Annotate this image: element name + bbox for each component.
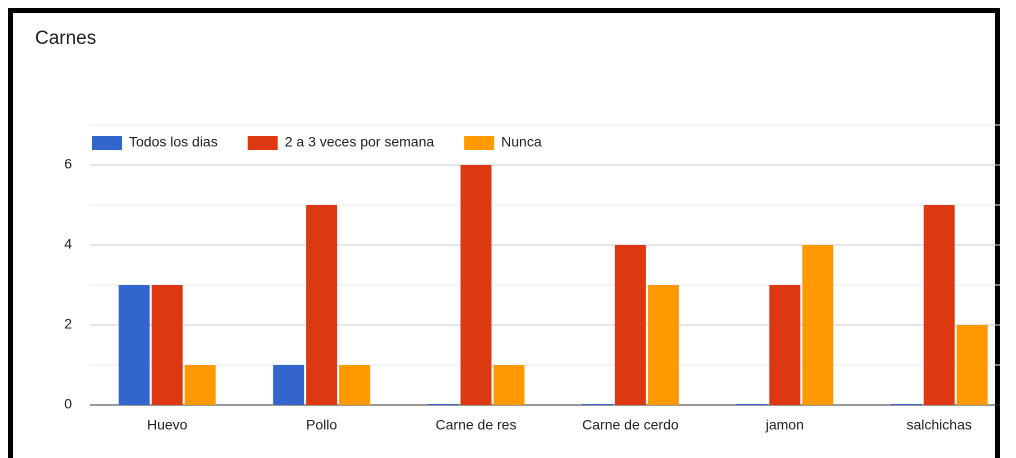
bar bbox=[614, 245, 646, 405]
bar bbox=[923, 205, 955, 405]
bar bbox=[802, 245, 834, 405]
bar bbox=[339, 365, 371, 405]
legend-swatch bbox=[92, 136, 122, 150]
bar bbox=[460, 165, 492, 405]
bar bbox=[151, 285, 183, 405]
legend-label: Todos los dias bbox=[129, 134, 218, 150]
bar bbox=[647, 285, 679, 405]
x-tick-label: salchichas bbox=[907, 417, 972, 433]
legend-swatch bbox=[464, 136, 495, 150]
y-tick-label: 0 bbox=[64, 396, 72, 412]
bar bbox=[956, 325, 988, 405]
bar bbox=[493, 365, 525, 405]
y-tick-label: 4 bbox=[64, 236, 72, 252]
bar bbox=[890, 404, 922, 405]
bar bbox=[306, 205, 338, 405]
x-tick-label: jamon bbox=[765, 417, 804, 433]
bar bbox=[769, 285, 801, 405]
legend-label: Nunca bbox=[501, 134, 542, 150]
bar bbox=[273, 365, 305, 405]
y-tick-label: 6 bbox=[64, 156, 72, 172]
x-tick-label: Carne de cerdo bbox=[582, 417, 679, 433]
legend-label: 2 a 3 veces por semana bbox=[285, 134, 435, 150]
bar bbox=[736, 404, 768, 405]
x-tick-label: Carne de res bbox=[436, 417, 517, 433]
bar bbox=[184, 365, 216, 405]
bar bbox=[118, 285, 150, 405]
bar bbox=[581, 404, 613, 405]
chart-title: Carnes bbox=[35, 28, 96, 49]
bar bbox=[427, 404, 459, 405]
x-tick-label: Pollo bbox=[306, 417, 337, 433]
y-tick-label: 2 bbox=[64, 316, 72, 332]
legend-swatch bbox=[247, 136, 278, 150]
x-tick-label: Huevo bbox=[147, 417, 188, 433]
